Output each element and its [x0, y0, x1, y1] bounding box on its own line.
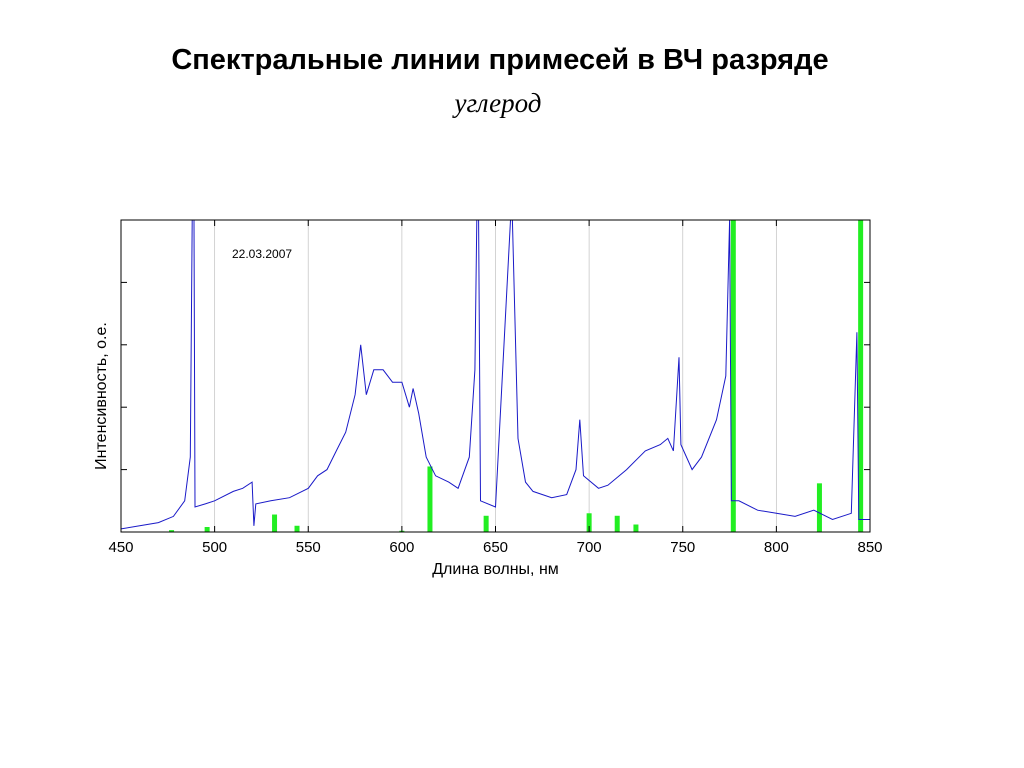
emission-line-bar: [272, 514, 278, 532]
emission-lines: [169, 220, 864, 532]
emission-line-bar: [614, 515, 620, 532]
spectrum-series: [120, 219, 870, 530]
x-tick-label: 700: [577, 539, 602, 556]
emission-line-bar: [730, 220, 736, 532]
emission-line-bar: [483, 515, 489, 532]
x-axis-label: Длина волны, нм: [432, 561, 559, 578]
x-tick-label: 850: [857, 539, 882, 556]
emission-line-bar: [294, 525, 300, 532]
x-tick-label: 500: [202, 539, 227, 556]
x-tick-label: 650: [483, 539, 508, 556]
x-tick-label: 800: [764, 539, 789, 556]
emission-line-bar: [169, 530, 175, 532]
emission-line-bar: [586, 513, 592, 532]
emission-line-bar: [204, 527, 210, 532]
x-tick-label: 600: [389, 539, 414, 556]
y-axis-label: Интенсивность, о.е.: [93, 322, 110, 470]
emission-line-bar: [858, 220, 864, 532]
page-title: Спектральные линии примесей в ВЧ разряде: [171, 44, 829, 76]
emission-line-bar: [816, 483, 822, 532]
page-subtitle: углерод: [454, 88, 542, 118]
x-tick-label: 750: [670, 539, 695, 556]
emission-line-bar: [427, 466, 433, 532]
grid-lines: [214, 220, 777, 532]
x-tick-label: 450: [108, 539, 133, 556]
axis-ticks: 450 500 550 600 650 700 750 800 850: [108, 220, 883, 556]
emission-line-bar: [633, 524, 639, 532]
x-tick-label: 550: [296, 539, 321, 556]
date-annotation: 22.03.2007: [232, 247, 292, 261]
